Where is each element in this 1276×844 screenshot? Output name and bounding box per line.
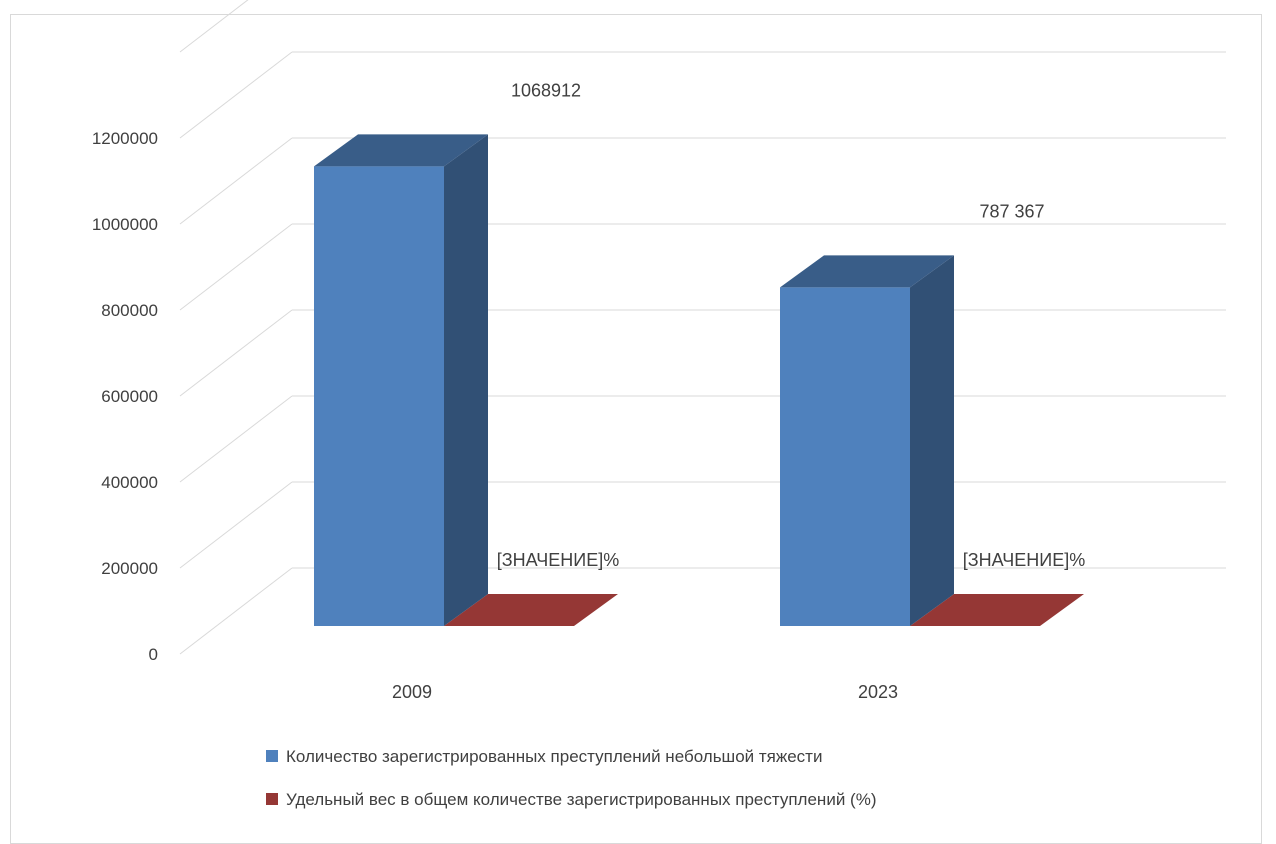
bar-series1-top [314,134,488,167]
legend-swatch [266,750,278,762]
y-tick-label: 0 [149,645,158,664]
bar-series2-2023 [910,594,1084,626]
data-label-series1: 1068912 [511,80,581,100]
legend-label: Удельный вес в общем количестве зарегист… [286,790,876,809]
bar-series1-2023 [780,287,910,626]
y-tick-label: 600000 [101,387,158,406]
side-gridline [179,223,293,311]
side-gridline [179,395,293,483]
x-category-label: 2009 [392,682,432,702]
x-category-label: 2023 [858,682,898,702]
data-label-series1: 787 367 [979,201,1044,221]
side-gridline [179,567,293,655]
bar-series1-top [780,255,954,288]
bar-series1-2009 [314,166,444,626]
data-label-series2: [ЗНАЧЕНИЕ]% [497,550,619,570]
bar-series1-side [444,134,488,626]
y-tick-label: 1200000 [92,129,158,148]
side-gridline [179,0,249,53]
y-tick-label: 400000 [101,473,158,492]
side-gridline [179,309,293,397]
side-gridline [179,481,293,569]
legend-label: Количество зарегистрированных преступлен… [286,747,822,766]
y-tick-label: 1000000 [92,215,158,234]
y-tick-label: 200000 [101,559,158,578]
data-label-series2: [ЗНАЧЕНИЕ]% [963,550,1085,570]
side-gridline [179,137,293,225]
y-tick-label: 800000 [101,301,158,320]
bar-series1-side [910,255,954,626]
legend-swatch [266,793,278,805]
chart-frame [10,14,1262,844]
bar-series2-2009 [444,594,618,626]
side-gridline [179,51,293,139]
